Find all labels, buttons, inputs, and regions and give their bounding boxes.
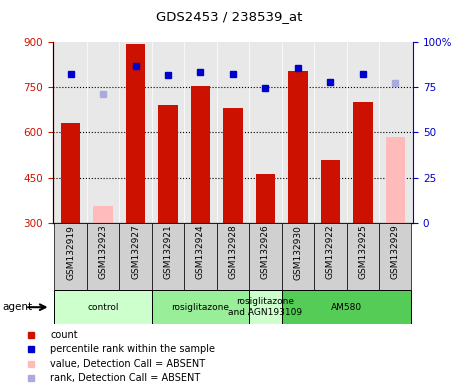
- Text: GSM132929: GSM132929: [391, 225, 400, 280]
- Text: rosiglitazone: rosiglitazone: [172, 303, 230, 312]
- Bar: [249, 290, 282, 324]
- Bar: [379, 223, 411, 290]
- Text: GSM132923: GSM132923: [99, 225, 107, 280]
- Text: AM580: AM580: [331, 303, 362, 312]
- Bar: [119, 223, 152, 290]
- Bar: [126, 44, 146, 223]
- Text: GSM132927: GSM132927: [131, 225, 140, 280]
- Bar: [320, 160, 340, 223]
- Bar: [386, 137, 405, 223]
- Bar: [288, 71, 308, 223]
- Bar: [249, 223, 282, 290]
- Text: GSM132930: GSM132930: [293, 225, 302, 280]
- Bar: [87, 223, 119, 290]
- Text: GSM132921: GSM132921: [163, 225, 173, 280]
- Text: rank, Detection Call = ABSENT: rank, Detection Call = ABSENT: [50, 373, 201, 383]
- Bar: [347, 223, 379, 290]
- Text: control: control: [87, 303, 119, 312]
- Text: count: count: [50, 330, 78, 340]
- Bar: [282, 290, 411, 324]
- Text: value, Detection Call = ABSENT: value, Detection Call = ABSENT: [50, 359, 206, 369]
- Bar: [223, 108, 243, 223]
- Text: rosiglitazone
and AGN193109: rosiglitazone and AGN193109: [228, 298, 302, 317]
- Text: GSM132925: GSM132925: [358, 225, 367, 280]
- Bar: [55, 223, 87, 290]
- Bar: [93, 206, 113, 223]
- Bar: [256, 174, 275, 223]
- Text: GSM132919: GSM132919: [66, 225, 75, 280]
- Text: percentile rank within the sample: percentile rank within the sample: [50, 344, 215, 354]
- Bar: [217, 223, 249, 290]
- Bar: [152, 290, 249, 324]
- Text: GSM132926: GSM132926: [261, 225, 270, 280]
- Bar: [353, 103, 373, 223]
- Bar: [55, 290, 152, 324]
- Text: agent: agent: [2, 302, 33, 312]
- Text: GSM132922: GSM132922: [326, 225, 335, 280]
- Text: GSM132924: GSM132924: [196, 225, 205, 280]
- Bar: [158, 104, 178, 223]
- Text: GDS2453 / 238539_at: GDS2453 / 238539_at: [157, 10, 302, 23]
- Bar: [152, 223, 184, 290]
- Bar: [191, 86, 210, 223]
- Bar: [282, 223, 314, 290]
- Bar: [314, 223, 347, 290]
- Bar: [184, 223, 217, 290]
- Text: GSM132928: GSM132928: [229, 225, 237, 280]
- Bar: [61, 124, 80, 223]
